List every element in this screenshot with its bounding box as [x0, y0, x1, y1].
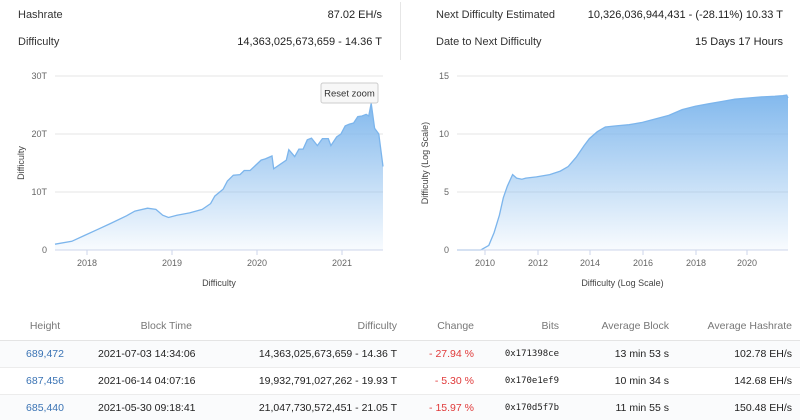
x-tick-label: 2010: [475, 258, 495, 268]
reset-zoom-label: Reset zoom: [324, 89, 375, 100]
x-tick-label: 2018: [77, 258, 97, 268]
difficulty-cell: 19,932,791,027,262 - 19.93 T: [200, 367, 405, 395]
y-tick-label: 30T: [31, 71, 47, 81]
col-block-time-header[interactable]: Block Time: [90, 312, 200, 341]
table-row: 687,456 2021-06-14 04:07:16 19,932,791,0…: [0, 367, 800, 395]
col-difficulty-header[interactable]: Difficulty: [200, 312, 405, 341]
y-tick-label: 15: [439, 71, 449, 81]
average-hashrate-cell: 142.68 EH/s: [677, 367, 800, 395]
average-block-cell: 11 min 55 s: [567, 394, 677, 420]
next-difficulty-label: Next Difficulty Estimated: [436, 9, 556, 21]
x-tick-label: 2014: [580, 258, 600, 268]
col-change-header[interactable]: Change: [405, 312, 482, 341]
difficulty-chart[interactable]: 0 10T 20T 30T 2018 2019 2020 2021 Difficulty Diff…: [0, 62, 400, 302]
bits-cell: 0x170d5f7b: [482, 394, 567, 420]
average-block-cell: 10 min 34 s: [567, 367, 677, 395]
difficulty-row: Difficulty 14,363,025,673,659 - 14.36 T: [18, 28, 382, 56]
stats-divider: [400, 2, 401, 60]
hashrate-row: Hashrate 87.02 EH/s: [18, 1, 382, 29]
average-hashrate-cell: 102.78 EH/s: [677, 340, 800, 368]
difficulty-value: 14,363,025,673,659 - 14.36 T: [237, 36, 382, 48]
height-cell: 689,472: [0, 340, 90, 368]
x-tick-label: 2012: [528, 258, 548, 268]
difficulty-cell: 21,047,730,572,451 - 21.05 T: [200, 394, 405, 420]
date-next-label: Date to Next Difficulty: [436, 36, 542, 48]
x-tick-label: 2020: [247, 258, 267, 268]
average-block-cell: 13 min 53 s: [567, 340, 677, 368]
x-tick-label: 2018: [686, 258, 706, 268]
col-bits-header[interactable]: Bits: [482, 312, 567, 341]
series-line: [457, 94, 789, 251]
change-cell: - 15.97 %: [405, 394, 482, 420]
bits-cell: 0x171398ce: [482, 340, 567, 368]
x-tick-label: 2020: [737, 258, 757, 268]
series-line: [54, 103, 384, 245]
block-time-cell: 2021-06-14 04:07:16: [90, 367, 200, 395]
difficulty-log-chart-svg[interactable]: 0 5 10 15 2010 2012 2014 2016 2018 2020 Difficulty…: [400, 62, 800, 302]
average-hashrate-cell: 150.48 EH/s: [677, 394, 800, 420]
height-link[interactable]: 689,472: [26, 347, 64, 360]
next-difficulty-value: 10,326,036,944,431 - (-28.11%) 10.33 T: [587, 9, 783, 21]
difficulty-table: Height Block Time Difficulty Change Bits…: [0, 312, 800, 420]
difficulty-label: Difficulty: [18, 36, 60, 48]
next-difficulty-row: Next Difficulty Estimated 10,326,036,944…: [436, 1, 783, 29]
y-axis-title: Difficulty (Log Scale): [420, 122, 430, 204]
height-link[interactable]: 687,456: [26, 374, 64, 387]
reset-zoom-box: [320, 82, 379, 104]
y-axis-title: Difficulty: [16, 146, 26, 180]
area-fill: [457, 95, 788, 250]
height-cell: 687,456: [0, 367, 90, 395]
x-axis-title: Difficulty: [202, 278, 236, 288]
reset-zoom-button[interactable]: Reset zoom: [320, 82, 379, 104]
date-next-row: Date to Next Difficulty 15 Days 17 Hours: [436, 28, 783, 56]
x-tick-label: 2021: [332, 258, 352, 268]
date-next-value: 15 Days 17 Hours: [694, 36, 783, 48]
table-header-row: Height Block Time Difficulty Change Bits…: [0, 312, 800, 341]
y-tick-label: 10T: [31, 187, 47, 197]
change-cell: - 27.94 %: [405, 340, 482, 368]
bits-cell: 0x170e1ef9: [482, 367, 567, 395]
difficulty-chart-svg[interactable]: 0 10T 20T 30T 2018 2019 2020 2021 Difficulty Diff…: [0, 62, 400, 302]
y-tick-label: 20T: [31, 129, 47, 139]
block-time-cell: 2021-07-03 14:34:06: [90, 340, 200, 368]
col-average-block-header[interactable]: Average Block: [567, 312, 677, 341]
table-row: 689,472 2021-07-03 14:34:06 14,363,025,6…: [0, 340, 800, 368]
x-tick-label: 2016: [633, 258, 653, 268]
y-tick-label: 0: [444, 245, 449, 255]
difficulty-cell: 14,363,025,673,659 - 14.36 T: [200, 340, 405, 368]
stats-panel: Hashrate 87.02 EH/s Difficulty 14,363,02…: [0, 0, 800, 62]
y-tick-label: 5: [444, 187, 449, 197]
col-height-header[interactable]: Height: [0, 312, 90, 341]
table-row: 685,440 2021-05-30 09:18:41 21,047,730,5…: [0, 394, 800, 420]
x-axis-title: Difficulty (Log Scale): [581, 278, 663, 288]
col-average-hashrate-header[interactable]: Average Hashrate: [677, 312, 800, 341]
change-cell: - 5.30 %: [405, 367, 482, 395]
area-fill: [55, 103, 383, 250]
height-link[interactable]: 685,440: [26, 401, 64, 414]
hashrate-value: 87.02 EH/s: [327, 9, 382, 21]
hashrate-label: Hashrate: [18, 9, 63, 21]
difficulty-log-chart[interactable]: 0 5 10 15 2010 2012 2014 2016 2018 2020 Difficulty…: [400, 62, 800, 302]
y-tick-label: 10: [439, 129, 449, 139]
height-cell: 685,440: [0, 394, 90, 420]
y-tick-label: 0: [42, 245, 47, 255]
block-time-cell: 2021-05-30 09:18:41: [90, 394, 200, 420]
x-tick-label: 2019: [162, 258, 182, 268]
